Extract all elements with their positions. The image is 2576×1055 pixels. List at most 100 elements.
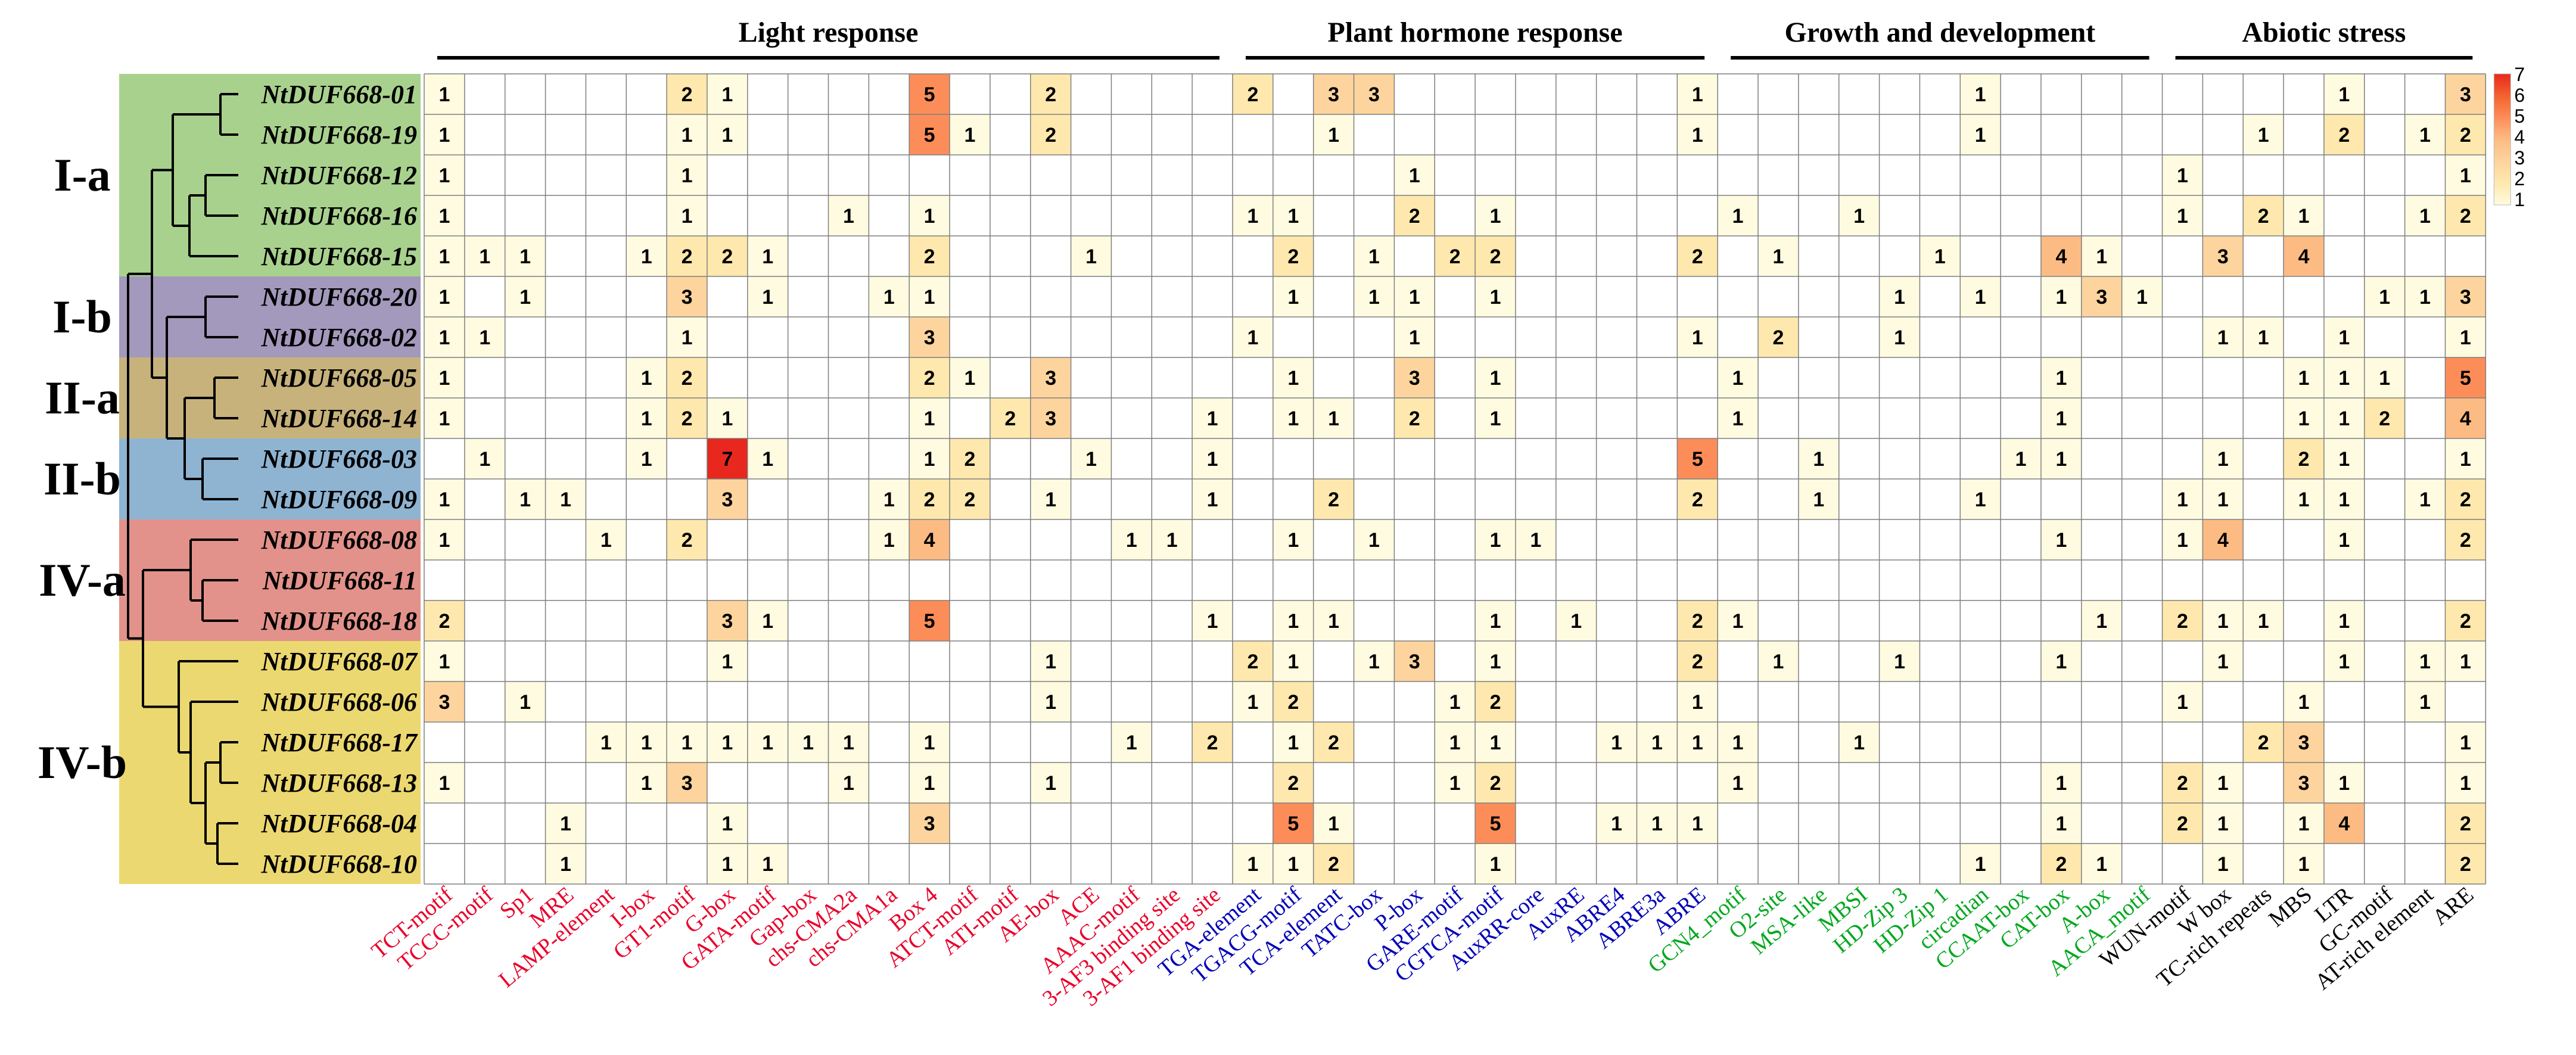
heatmap-cell <box>424 276 465 317</box>
heatmap-cell <box>424 357 465 398</box>
cell-value: 2 <box>924 245 935 268</box>
cell-value: 1 <box>438 529 450 552</box>
heatmap-cell <box>2041 438 2082 479</box>
heatmap-cell <box>1030 357 1071 398</box>
heatmap-cell <box>1273 236 1314 276</box>
cell-value: 3 <box>2460 83 2471 106</box>
cell-value: 1 <box>2217 651 2229 673</box>
heatmap-cell <box>626 763 667 803</box>
cell-value: 1 <box>1611 732 1622 754</box>
heatmap-cell <box>1879 641 1920 681</box>
heatmap-cell <box>2283 195 2324 236</box>
heatmap-cell <box>1273 681 1314 722</box>
cell-value: 1 <box>1287 651 1299 673</box>
cell-value: 1 <box>2258 124 2269 147</box>
cell-value: 2 <box>1490 691 1501 714</box>
cell-value: 1 <box>2298 813 2310 835</box>
heatmap-cell <box>1273 357 1314 398</box>
heatmap-cell <box>2162 681 2203 722</box>
heatmap-cell <box>2243 722 2284 763</box>
heatmap-cell <box>1273 641 1314 681</box>
heatmap-cell <box>1677 236 1718 276</box>
cell-value: 1 <box>1692 326 1703 349</box>
cell-value: 1 <box>2460 651 2471 673</box>
cell-value: 1 <box>883 488 895 511</box>
heatmap-cell <box>1960 844 2001 884</box>
cell-value: 2 <box>2460 853 2471 876</box>
column-label: ARE <box>2428 882 2478 930</box>
heatmap-cell <box>1273 519 1314 560</box>
cell-value: 2 <box>2177 610 2188 633</box>
heatmap-cell <box>505 276 546 317</box>
heatmap-cell <box>667 519 707 560</box>
gene-label: NtDUF668-11 <box>262 566 417 595</box>
gene-label: NtDUF668-13 <box>260 768 417 798</box>
heatmap-cell <box>1394 641 1435 681</box>
cell-value: 1 <box>1287 367 1299 390</box>
cell-value: 1 <box>1692 813 1703 835</box>
cell-value: 1 <box>519 286 531 309</box>
heatmap-grid <box>424 73 2487 885</box>
heatmap-cell <box>1475 641 1516 681</box>
heatmap-cell <box>1192 438 1233 479</box>
legend-tick-label: 1 <box>2514 189 2525 210</box>
heatmap-cell <box>909 763 950 803</box>
cell-value: 1 <box>438 205 450 228</box>
cell-value: 1 <box>2217 488 2229 511</box>
cell-value: 3 <box>721 610 733 633</box>
heatmap-cell <box>2323 438 2365 479</box>
cell-value: 1 <box>519 488 531 511</box>
gene-label: NtDUF668-20 <box>260 282 417 312</box>
cell-value: 1 <box>1247 326 1258 349</box>
cell-value: 3 <box>1045 367 1056 390</box>
heatmap-cell <box>1394 195 1435 236</box>
heatmap-cell <box>1637 803 1678 844</box>
cell-value: 1 <box>682 124 693 147</box>
cell-value: 1 <box>438 488 450 511</box>
heatmap-cell <box>707 74 748 114</box>
legend-tick-label: 7 <box>2514 64 2525 85</box>
heatmap-cells: 1 2 1 5 2 2 3 3 1 1 1 3 1 1 1 5 1 2 1 1 1 1 2 1 2 1 1 1 1 1 1 1 1 1 1 1 2 1 1 1… <box>424 74 2486 884</box>
cell-value: 1 <box>843 205 854 228</box>
cell-value: 2 <box>1004 407 1016 430</box>
heatmap-cell <box>2202 479 2244 519</box>
heatmap-cell <box>505 681 546 722</box>
cell-value: 1 <box>2338 367 2350 390</box>
cell-value: 1 <box>1975 488 1986 511</box>
heatmap-cell <box>667 317 707 357</box>
cell-value: 1 <box>1692 732 1703 754</box>
heatmap-cell <box>2162 803 2203 844</box>
cell-value: 1 <box>560 813 571 835</box>
heatmap-cell <box>2081 844 2122 884</box>
cell-value: 1 <box>1975 853 1986 876</box>
heatmap-cell <box>1354 276 1395 317</box>
heatmap-cell <box>909 74 950 114</box>
heatmap-cell <box>2364 398 2405 438</box>
cell-value: 1 <box>1773 651 1784 673</box>
heatmap-cell <box>2283 357 2324 398</box>
cell-value: 1 <box>721 124 733 147</box>
cell-value: 2 <box>2460 529 2471 552</box>
heatmap-cell <box>2323 479 2365 519</box>
heatmap-cell <box>2081 600 2122 641</box>
cell-value: 1 <box>1490 286 1501 309</box>
heatmap-cell <box>2162 155 2203 195</box>
cell-value: 1 <box>2460 772 2471 795</box>
heatmap-cell <box>909 803 950 844</box>
cell-value: 1 <box>2177 691 2188 714</box>
heatmap-cell <box>1475 357 1516 398</box>
cell-value: 1 <box>1166 529 1178 552</box>
heatmap-cell <box>424 74 465 114</box>
cell-value: 1 <box>1570 610 1582 633</box>
cell-value: 1 <box>2217 813 2229 835</box>
cell-value: 2 <box>682 407 693 430</box>
cell-value: 1 <box>1490 407 1501 430</box>
heatmap-cell <box>667 763 707 803</box>
cell-value: 1 <box>601 732 612 754</box>
legend-colorbar <box>2493 73 2511 206</box>
cell-value: 1 <box>519 245 531 268</box>
category-label: Light response <box>739 17 919 48</box>
heatmap-cell <box>828 763 869 803</box>
gene-label: NtDUF668-04 <box>260 809 417 838</box>
cell-value: 1 <box>762 448 773 471</box>
